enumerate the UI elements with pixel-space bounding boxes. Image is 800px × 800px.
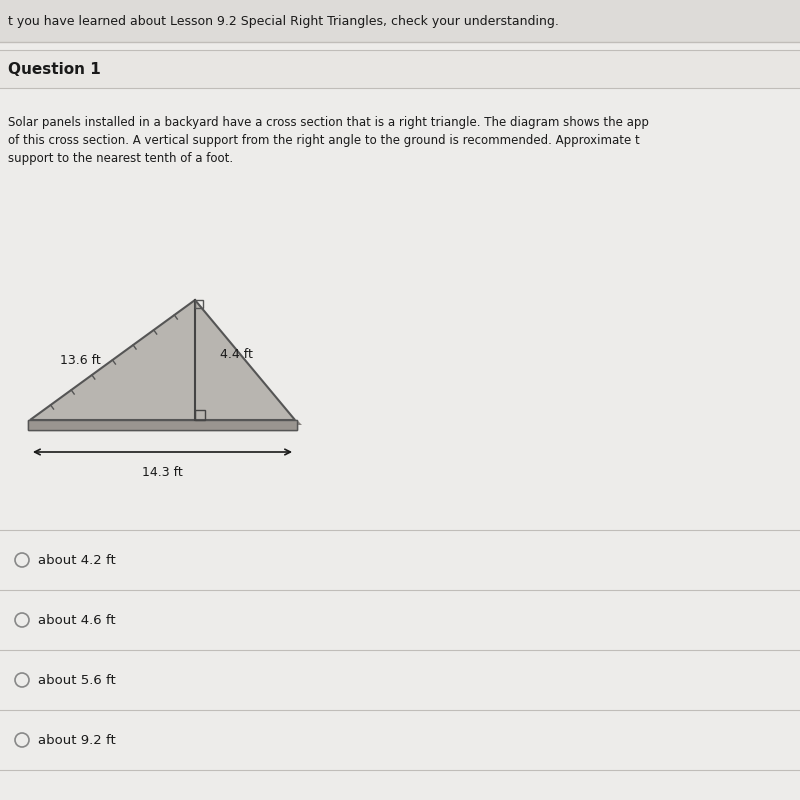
Bar bbox=[195, 300, 203, 308]
Text: 13.6 ft: 13.6 ft bbox=[60, 354, 101, 366]
Text: 14.3 ft: 14.3 ft bbox=[142, 466, 183, 479]
Text: t you have learned about Lesson 9.2 Special Right Triangles, check your understa: t you have learned about Lesson 9.2 Spec… bbox=[8, 14, 559, 27]
Bar bbox=[0, 50, 800, 88]
Bar bbox=[28, 420, 297, 430]
Text: about 5.6 ft: about 5.6 ft bbox=[38, 674, 116, 686]
Bar bbox=[28, 420, 297, 430]
Text: about 4.2 ft: about 4.2 ft bbox=[38, 554, 116, 566]
Text: Question 1: Question 1 bbox=[8, 62, 101, 77]
Bar bbox=[195, 410, 205, 420]
Polygon shape bbox=[28, 420, 302, 425]
Text: support to the nearest tenth of a foot.: support to the nearest tenth of a foot. bbox=[8, 152, 233, 165]
Text: of this cross section. A vertical support from the right angle to the ground is : of this cross section. A vertical suppor… bbox=[8, 134, 640, 147]
Text: about 9.2 ft: about 9.2 ft bbox=[38, 734, 116, 746]
Bar bbox=[0, 0, 800, 42]
Text: 4.4 ft: 4.4 ft bbox=[220, 349, 253, 362]
Polygon shape bbox=[30, 300, 295, 420]
Text: Solar panels installed in a backyard have a cross section that is a right triang: Solar panels installed in a backyard hav… bbox=[8, 116, 649, 129]
Text: about 4.6 ft: about 4.6 ft bbox=[38, 614, 116, 626]
